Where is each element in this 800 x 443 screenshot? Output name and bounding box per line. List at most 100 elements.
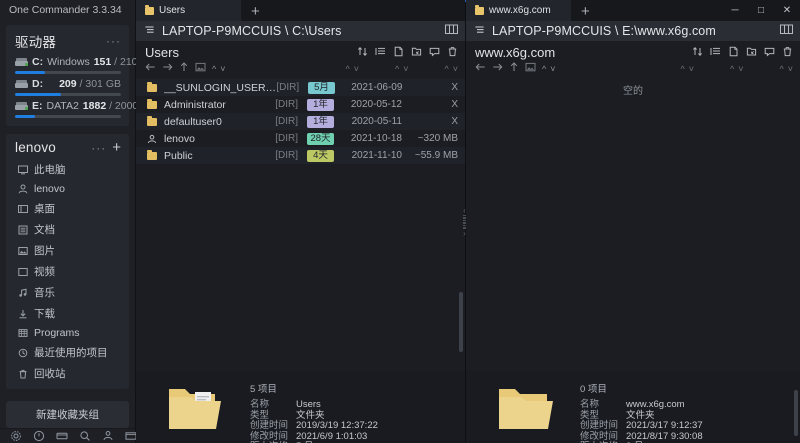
caret-down-icon[interactable]: ˅ xyxy=(688,63,694,74)
path-menu-icon[interactable] xyxy=(474,24,485,38)
favorites-more-icon[interactable]: ··· xyxy=(91,140,107,155)
chevron-left-icon[interactable]: ‹ xyxy=(463,205,466,215)
caret-down-icon[interactable]: ˅ xyxy=(738,63,744,74)
chevron-right-icon[interactable]: › xyxy=(463,228,466,238)
gear-icon[interactable] xyxy=(10,430,22,442)
right-pathbar[interactable]: LAPTOP-P9MCCUIS \ E:\www.x6g.com xyxy=(466,21,800,41)
add-tab-button[interactable]: + xyxy=(581,3,590,20)
forward-icon[interactable] xyxy=(162,62,173,75)
caret-down-icon[interactable]: ˅ xyxy=(220,63,226,74)
table-row[interactable]: lenovo [DIR] 28天 2021-10-18 ~320 MB xyxy=(136,130,465,147)
tab-users[interactable]: Users xyxy=(136,0,241,21)
sidebar-item-desktop[interactable]: 桌面 xyxy=(6,198,129,219)
sidebar-item-downloads[interactable]: 下载 xyxy=(6,303,129,324)
nav-caret-group[interactable]: ^ ˅ xyxy=(212,64,226,74)
image-folder-icon[interactable] xyxy=(195,62,206,75)
detail-value: 文件夹 xyxy=(626,409,655,421)
paste-icon[interactable] xyxy=(764,46,775,60)
table-row[interactable]: defaultuser0 [DIR] 1年 2020-05-11 X xyxy=(136,113,465,130)
delete-icon[interactable] xyxy=(782,46,793,60)
columns-icon[interactable] xyxy=(780,24,793,38)
caret-group-date[interactable]: ^ ˅ xyxy=(730,64,744,74)
new-file-icon[interactable] xyxy=(728,46,739,60)
info-icon[interactable] xyxy=(33,430,45,442)
list-view-icon[interactable] xyxy=(710,46,721,60)
caret-up-icon[interactable]: ^ xyxy=(680,63,685,74)
caret-up-icon[interactable]: ^ xyxy=(779,63,784,74)
caret-up-icon[interactable]: ^ xyxy=(542,63,547,74)
close-button[interactable]: ✕ xyxy=(782,5,792,16)
caret-up-icon[interactable]: ^ xyxy=(730,63,735,74)
favorites-add-icon[interactable]: + xyxy=(112,138,121,156)
up-icon[interactable] xyxy=(509,62,519,75)
up-icon[interactable] xyxy=(179,62,189,75)
caret-group-type[interactable]: ^ ˅ xyxy=(681,64,695,74)
right-file-list[interactable]: 空的 xyxy=(466,79,800,371)
detail-key: 距上次修改 xyxy=(250,441,296,443)
add-tab-button[interactable]: + xyxy=(251,3,260,20)
table-row[interactable]: __SUNLOGIN_USER__ [DIR] 5月 2021-06-09 X xyxy=(136,79,465,96)
table-row[interactable]: Public [DIR] 4天 2021-11-10 ~55.9 MB xyxy=(136,147,465,164)
list-view-icon[interactable] xyxy=(375,46,386,60)
sort-icon[interactable] xyxy=(357,46,368,60)
drives-more-icon[interactable]: ··· xyxy=(106,34,121,48)
drive-usage-bar xyxy=(15,93,121,96)
new-favorites-group-button[interactable]: 新建收藏夹组 xyxy=(6,401,129,428)
caret-up-icon[interactable]: ^ xyxy=(345,63,350,74)
back-icon[interactable] xyxy=(145,62,156,75)
sidebar-item-programs[interactable]: Programs xyxy=(6,324,129,342)
sidebar-item-pictures[interactable]: 图片 xyxy=(6,240,129,261)
detail-key: 距上次修改 xyxy=(580,441,626,443)
nav-caret-group[interactable]: ^ ˅ xyxy=(542,64,556,74)
window-icon[interactable] xyxy=(56,430,68,442)
sidebar-item-music[interactable]: 音乐 xyxy=(6,282,129,303)
drive-item-c[interactable]: C: Windows 151 / 210 GB xyxy=(6,53,156,75)
drive-item-d[interactable]: D: 209 / 301 GB xyxy=(6,75,129,97)
new-file-icon[interactable] xyxy=(393,46,404,60)
pane-splitter[interactable]: ‹ › xyxy=(460,0,469,443)
back-icon[interactable] xyxy=(475,62,486,75)
sidebar-item-recent[interactable]: 最近使用的项目 xyxy=(6,342,129,363)
minimize-button[interactable]: ─ xyxy=(731,5,739,16)
sidebar-item-this-pc[interactable]: 此电脑 xyxy=(6,159,129,180)
caret-group-size[interactable]: ^ ˅ xyxy=(780,64,794,74)
new-folder-icon[interactable] xyxy=(411,46,422,60)
paste-icon[interactable] xyxy=(429,46,440,60)
sort-icon[interactable] xyxy=(692,46,703,60)
middle-file-list[interactable]: __SUNLOGIN_USER__ [DIR] 5月 2021-06-09 X … xyxy=(136,79,465,371)
maximize-button[interactable]: □ xyxy=(757,5,765,16)
caret-group-size[interactable]: ^ ˅ xyxy=(445,64,459,74)
caret-up-icon[interactable]: ^ xyxy=(395,63,400,74)
columns-icon[interactable] xyxy=(445,24,458,38)
detail-key: 创建时间 xyxy=(580,420,619,431)
caret-up-icon[interactable]: ^ xyxy=(212,63,217,74)
caret-down-icon[interactable]: ˅ xyxy=(403,63,409,74)
middle-pathbar[interactable]: LAPTOP-P9MCCUIS \ C:\Users xyxy=(136,21,465,41)
file-date: 2021-10-18 xyxy=(350,133,402,144)
forward-icon[interactable] xyxy=(492,62,503,75)
caret-down-icon[interactable]: ˅ xyxy=(452,63,458,74)
caret-down-icon[interactable]: ˅ xyxy=(787,63,793,74)
right-scrollbar[interactable] xyxy=(793,390,799,443)
drive-item-e[interactable]: E: DATA2 1882 / 2000 GB xyxy=(6,97,156,119)
image-folder-icon[interactable] xyxy=(525,62,536,75)
sidebar-item-videos[interactable]: 视频 xyxy=(6,261,129,282)
person-icon[interactable] xyxy=(102,430,114,442)
caret-group-date[interactable]: ^ ˅ xyxy=(395,64,409,74)
sidebar-item-lenovo[interactable]: lenovo xyxy=(6,180,129,198)
caret-down-icon[interactable]: ˅ xyxy=(550,63,556,74)
new-folder-icon[interactable] xyxy=(746,46,757,60)
caret-up-icon[interactable]: ^ xyxy=(444,63,449,74)
sidebar-item-documents[interactable]: 文档 xyxy=(6,219,129,240)
delete-icon[interactable] xyxy=(447,46,458,60)
file-name: Public xyxy=(164,149,193,162)
column-sort-carets: ^ ˅ ^ ˅ ^ ˅ xyxy=(346,64,459,74)
middle-scrollbar[interactable] xyxy=(458,0,464,371)
caret-group-type[interactable]: ^ ˅ xyxy=(346,64,360,74)
caret-down-icon[interactable]: ˅ xyxy=(353,63,359,74)
search-icon[interactable] xyxy=(79,430,91,442)
table-row[interactable]: Administrator [DIR] 1年 2020-05-12 X xyxy=(136,96,465,113)
path-menu-icon[interactable] xyxy=(144,24,155,38)
sidebar-item-recycle-bin[interactable]: 回收站 xyxy=(6,363,129,384)
tab-x6g[interactable]: www.x6g.com xyxy=(466,0,571,21)
